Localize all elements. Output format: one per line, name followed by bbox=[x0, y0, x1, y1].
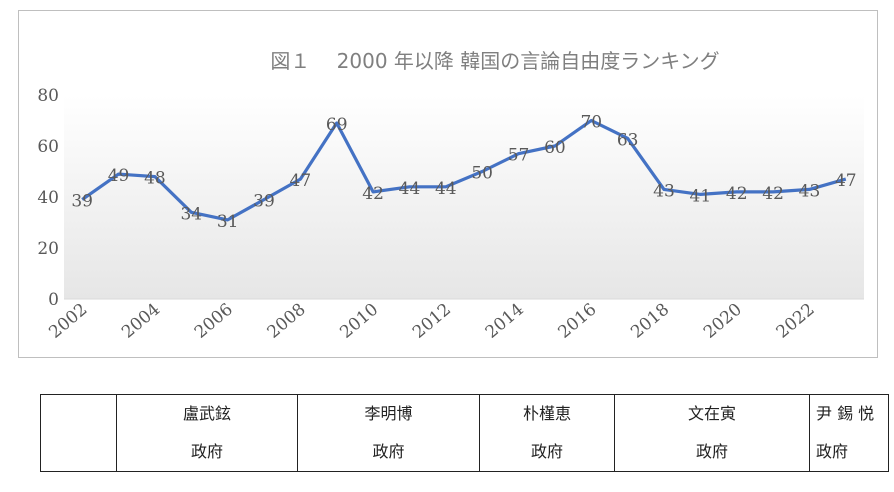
government-cell-yoon: 尹 錫 悦 政府 bbox=[809, 394, 889, 472]
data-label: 31 bbox=[217, 212, 239, 232]
x-tick-label: 2008 bbox=[264, 300, 310, 343]
y-tick-label: 60 bbox=[37, 137, 59, 157]
x-tick-label: 2014 bbox=[482, 300, 528, 343]
x-tick-label: 2018 bbox=[627, 300, 673, 343]
data-label: 39 bbox=[253, 192, 275, 212]
government-suffix: 政府 bbox=[530, 442, 563, 461]
data-label: 34 bbox=[180, 204, 202, 224]
x-axis-ticks: 2002 2004 2006 2008 2010 2012 2014 2016 2018 2020… bbox=[45, 300, 818, 343]
x-tick-label: 2012 bbox=[409, 300, 455, 343]
chart-frame: 図１ 2000 年以降 韓国の言論自由度ランキング 0 20 40 60 80 20 0 2… bbox=[18, 10, 878, 358]
government-cell-blank bbox=[40, 394, 117, 472]
data-label: 42 bbox=[762, 184, 784, 204]
data-label: 42 bbox=[726, 184, 748, 204]
data-label: 50 bbox=[471, 164, 493, 184]
government-suffix: 政府 bbox=[372, 442, 405, 461]
x-tick-label: 2010 bbox=[336, 300, 382, 343]
government-suffix: 政府 bbox=[816, 442, 849, 461]
data-label: 47 bbox=[290, 171, 312, 191]
government-cell-park: 朴槿恵 政府 bbox=[479, 394, 615, 472]
government-suffix: 政府 bbox=[695, 442, 728, 461]
government-suffix: 政府 bbox=[190, 442, 223, 461]
government-name: 朴槿恵 bbox=[522, 404, 571, 423]
data-label: 63 bbox=[617, 130, 639, 150]
data-label: 39 bbox=[71, 192, 93, 212]
y-axis-ticks: 0 20 40 60 80 bbox=[37, 86, 59, 310]
x-tick-label: 2004 bbox=[118, 300, 164, 343]
government-name: 尹 錫 悦 bbox=[816, 404, 875, 423]
data-label: 69 bbox=[326, 115, 348, 135]
government-cell-lee: 李明博 政府 bbox=[297, 394, 480, 472]
government-cell-roh: 盧武鉉 政府 bbox=[116, 394, 298, 472]
data-label: 44 bbox=[435, 179, 457, 199]
government-name: 李明博 bbox=[364, 404, 413, 423]
y-tick-label: 20 bbox=[37, 239, 59, 259]
data-label: 70 bbox=[580, 113, 602, 133]
y-tick-label: 80 bbox=[37, 86, 59, 106]
x-tick-label: 2016 bbox=[554, 300, 600, 343]
data-label: 60 bbox=[544, 138, 566, 158]
data-label: 57 bbox=[508, 146, 530, 166]
series-line bbox=[81, 118, 847, 222]
government-table: 盧武鉉 政府 李明博 政府 朴槿恵 政府 文在寅 政府 尹 錫 悦 政府 bbox=[40, 394, 889, 472]
government-row: 盧武鉉 政府 李明博 政府 朴槿恵 政府 文在寅 政府 尹 錫 悦 政府 bbox=[40, 394, 889, 472]
government-name: 盧武鉉 bbox=[182, 404, 231, 423]
plot-area bbox=[64, 95, 864, 299]
chart-title: 図１ 2000 年以降 韓国の言論自由度ランキング bbox=[270, 49, 719, 73]
data-label: 44 bbox=[399, 179, 421, 199]
data-label: 48 bbox=[144, 169, 166, 189]
data-label: 47 bbox=[835, 171, 857, 191]
data-labels: 39 49 48 34 31 39 47 69 42 44 44 50 57 60 70 63 43 41 42 42… bbox=[71, 113, 856, 232]
x-tick-label: 2022 bbox=[773, 300, 819, 343]
x-tick-label: 2020 bbox=[700, 300, 746, 343]
data-label: 41 bbox=[690, 186, 712, 206]
line-chart: 図１ 2000 年以降 韓国の言論自由度ランキング 0 20 40 60 80 20 0 2… bbox=[37, 49, 864, 343]
y-tick-label: 40 bbox=[37, 188, 59, 208]
x-tick-label: 2006 bbox=[191, 300, 237, 343]
y-tick-label: 0 bbox=[48, 290, 59, 310]
data-label: 42 bbox=[362, 184, 384, 204]
data-label: 43 bbox=[653, 181, 675, 201]
data-label: 43 bbox=[799, 181, 821, 201]
government-name: 文在寅 bbox=[687, 404, 736, 423]
data-label: 49 bbox=[108, 166, 130, 186]
government-cell-moon: 文在寅 政府 bbox=[614, 394, 810, 472]
